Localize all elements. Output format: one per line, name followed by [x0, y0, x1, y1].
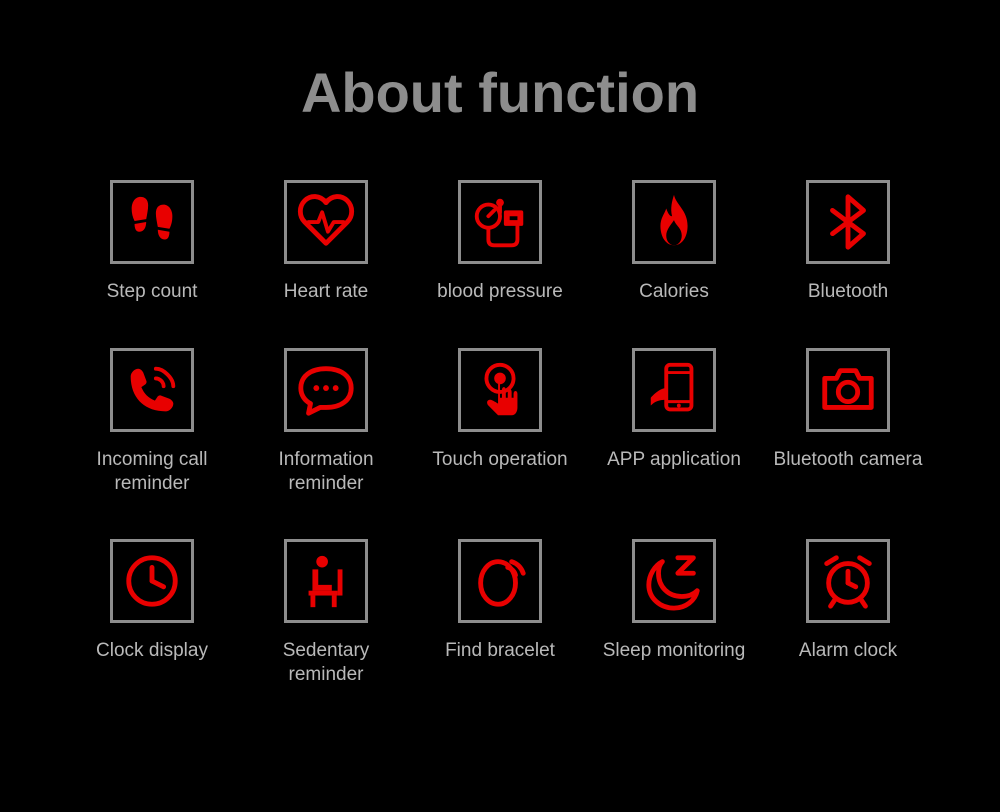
- touch-icon: [458, 348, 542, 432]
- feature-label: Calories: [639, 280, 709, 304]
- feature-label: Information reminder: [246, 448, 406, 496]
- phone-ring-icon: [110, 348, 194, 432]
- feature-label: Incoming call reminder: [72, 448, 232, 496]
- feature-label: Heart rate: [284, 280, 368, 304]
- bluetooth-icon: [806, 180, 890, 264]
- sleep-moon-icon: [632, 539, 716, 623]
- sedentary-icon: [284, 539, 368, 623]
- chat-bubble-icon: [284, 348, 368, 432]
- feature-touch-operation: Touch operation: [418, 348, 582, 496]
- feature-sedentary-reminder: Sedentary reminder: [244, 539, 408, 687]
- feature-label: Step count: [107, 280, 198, 304]
- feature-step-count: Step count: [70, 180, 234, 304]
- feature-label: Bluetooth camera: [774, 448, 923, 472]
- feature-blood-pressure: blood pressure: [418, 180, 582, 304]
- feature-grid: Step count Heart rate blood pressure: [70, 180, 930, 687]
- feature-label: blood pressure: [437, 280, 563, 304]
- phone-app-icon: [632, 348, 716, 432]
- feature-label: Touch operation: [432, 448, 567, 472]
- feature-label: Sedentary reminder: [246, 639, 406, 687]
- feature-information-reminder: Information reminder: [244, 348, 408, 496]
- feature-clock-display: Clock display: [70, 539, 234, 687]
- feature-alarm-clock: Alarm clock: [766, 539, 930, 687]
- feature-incoming-call: Incoming call reminder: [70, 348, 234, 496]
- feature-app-application: APP application: [592, 348, 756, 496]
- feature-label: Find bracelet: [445, 639, 555, 663]
- feature-label: Sleep monitoring: [603, 639, 746, 663]
- feature-label: Clock display: [96, 639, 208, 663]
- feature-find-bracelet: Find bracelet: [418, 539, 582, 687]
- blood-pressure-icon: [458, 180, 542, 264]
- footsteps-icon: [110, 180, 194, 264]
- feature-bluetooth: Bluetooth: [766, 180, 930, 304]
- bracelet-icon: [458, 539, 542, 623]
- flame-icon: [632, 180, 716, 264]
- page-title: About function: [0, 0, 1000, 180]
- feature-bluetooth-camera: Bluetooth camera: [766, 348, 930, 496]
- feature-label: Bluetooth: [808, 280, 888, 304]
- feature-calories: Calories: [592, 180, 756, 304]
- feature-heart-rate: Heart rate: [244, 180, 408, 304]
- camera-icon: [806, 348, 890, 432]
- heart-rate-icon: [284, 180, 368, 264]
- feature-label: Alarm clock: [799, 639, 897, 663]
- clock-icon: [110, 539, 194, 623]
- feature-label: APP application: [607, 448, 741, 472]
- alarm-clock-icon: [806, 539, 890, 623]
- feature-sleep-monitoring: Sleep monitoring: [592, 539, 756, 687]
